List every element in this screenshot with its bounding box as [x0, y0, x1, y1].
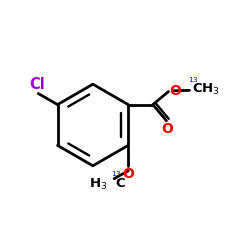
Text: Cl: Cl [29, 76, 45, 92]
Text: $^{13}$: $^{13}$ [111, 171, 122, 181]
Text: O: O [169, 84, 181, 98]
Text: CH$_3$: CH$_3$ [192, 82, 220, 97]
Text: O: O [123, 167, 134, 181]
Text: $^{13}$: $^{13}$ [188, 77, 199, 87]
Text: H$_3$: H$_3$ [89, 177, 107, 192]
Text: O: O [161, 122, 173, 136]
Text: C: C [116, 177, 126, 190]
